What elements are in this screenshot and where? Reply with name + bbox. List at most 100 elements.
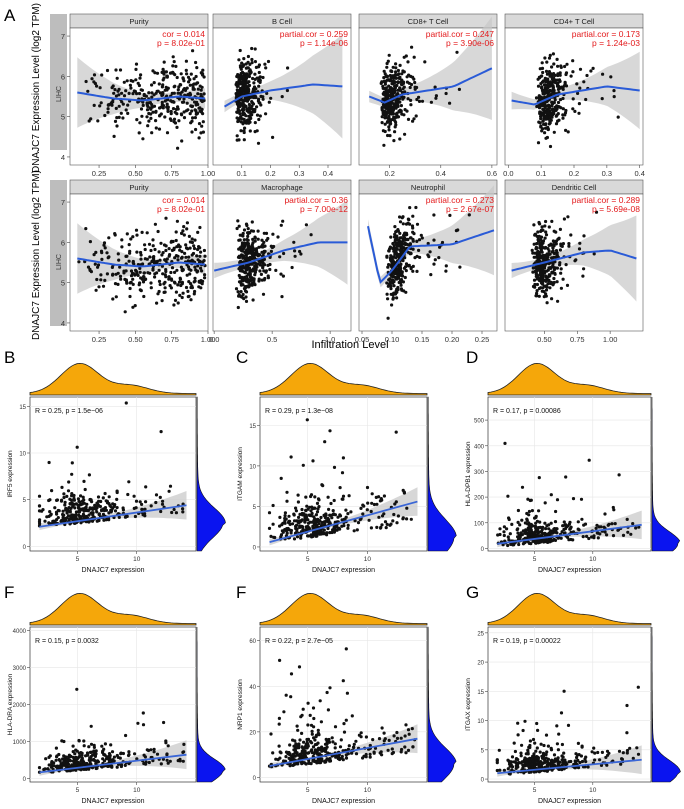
data-point [506,543,510,548]
data-point [165,105,169,109]
data-point [559,267,563,271]
data-point [289,531,293,535]
data-point [93,754,97,759]
data-point [352,745,356,749]
data-point [165,753,169,757]
data-point [537,509,541,513]
data-point [284,750,289,754]
data-point [355,528,359,532]
data-point [385,522,389,527]
data-point [74,768,78,772]
data-point [338,513,342,517]
data-point [236,119,240,124]
x-axis-label: DNAJC7 expression [312,567,375,574]
data-point [125,254,129,258]
data-point [433,85,437,89]
data-point [149,248,153,253]
data-point [589,69,593,73]
data-point [189,282,193,286]
data-point [401,69,405,73]
data-point [65,494,69,498]
data-point [122,271,126,275]
data-point [164,248,168,253]
data-point [267,511,272,515]
data-point [547,252,552,256]
data-point [53,506,57,510]
data-point [239,281,243,285]
data-point [156,292,160,296]
data-point [244,62,248,66]
data-point [179,283,183,288]
data-point [394,430,398,434]
data-point [278,524,282,528]
y-tick-label: 0 [481,547,485,553]
data-point [368,755,372,759]
data-point [237,254,241,258]
data-point [444,269,448,273]
data-point [174,64,178,68]
data-point [429,100,433,104]
data-point [361,503,365,507]
data-point [127,259,131,263]
data-point [88,762,92,766]
data-point [567,242,571,246]
data-point [167,277,171,281]
data-point [404,751,408,755]
data-point [150,83,154,87]
data-point [98,504,102,509]
data-point [544,69,549,73]
y-tick-label: 10 [477,719,484,725]
data-point [506,494,510,498]
data-point [546,81,551,85]
data-point [203,254,207,258]
data-point [534,521,538,525]
data-point [103,491,107,496]
x-tick-label: 0.75 [570,335,585,344]
data-point [432,213,436,217]
data-point [535,534,540,538]
data-point [134,506,138,510]
data-point [546,744,551,748]
data-point [308,713,312,718]
data-point [114,106,118,110]
data-point [283,514,287,518]
data-point [541,228,545,232]
data-point [54,746,59,750]
data-point [399,104,403,108]
data-point [193,276,197,280]
data-point [48,754,52,758]
data-point [395,290,399,294]
data-point [170,239,174,243]
data-point [139,253,143,257]
data-point [95,504,99,508]
data-point [182,116,187,120]
data-point [203,273,207,277]
data-point [183,88,188,92]
data-point [92,73,97,77]
data-point [184,109,188,113]
data-point [541,531,545,536]
data-point [621,533,626,538]
data-point [281,530,285,534]
data-point [527,523,532,527]
data-point [613,522,617,526]
data-point [244,295,248,299]
data-point [195,66,199,70]
data-point [68,514,73,518]
data-point [186,265,191,269]
data-point [271,503,275,508]
data-point [171,71,175,75]
data-point [145,108,150,112]
data-point [549,493,553,497]
data-point [505,527,509,531]
data-point [189,298,193,302]
data-point [82,501,86,505]
data-point [537,760,541,764]
x-tick-label: 0.2 [384,169,394,178]
data-point [299,252,303,256]
data-point [87,473,91,477]
data-point [507,538,511,542]
data-point [178,245,182,249]
data-point [404,723,408,727]
data-point [187,255,191,259]
